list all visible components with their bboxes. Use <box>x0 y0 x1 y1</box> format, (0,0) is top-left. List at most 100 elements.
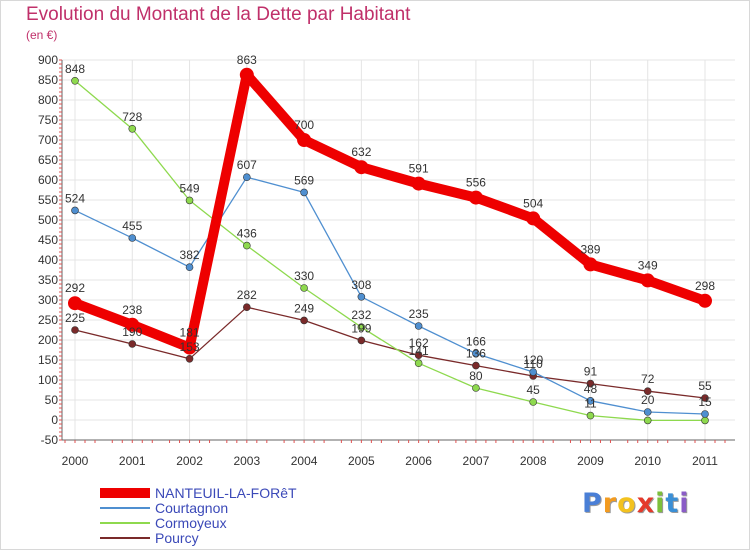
data-point <box>414 322 423 330</box>
x-tick-label: 2009 <box>577 454 604 468</box>
data-point <box>698 293 712 308</box>
data-label: 141 <box>409 344 429 358</box>
data-label: 389 <box>580 242 600 256</box>
data-point <box>354 160 369 175</box>
logo-letter: i <box>655 488 666 519</box>
data-label: 292 <box>65 281 85 295</box>
y-tick-label: 300 <box>38 293 58 307</box>
logo-letter: i <box>679 488 690 519</box>
data-label: 110 <box>524 357 543 371</box>
data-label: 569 <box>294 173 314 187</box>
data-point <box>357 323 366 332</box>
data-point <box>526 211 541 226</box>
y-tick-label: 450 <box>38 233 58 247</box>
data-point <box>300 316 308 325</box>
data-point <box>643 408 652 416</box>
data-label: 504 <box>523 196 543 210</box>
proxiti-logo: Proxiti <box>582 488 690 519</box>
data-label: 166 <box>466 335 486 349</box>
y-tick-label: 400 <box>38 253 58 267</box>
legend: NANTEUIL-LA-FORêT Courtagnon Cormoyeux Pour… <box>100 485 360 546</box>
y-tick-label: 850 <box>38 73 58 87</box>
logo-letter: P <box>582 488 603 519</box>
data-label: 591 <box>409 162 429 176</box>
data-point <box>414 359 423 368</box>
legend-swatch <box>100 507 150 509</box>
data-label: 72 <box>641 372 655 386</box>
data-point <box>243 173 251 181</box>
grid <box>62 59 735 441</box>
data-point <box>586 379 595 388</box>
data-point <box>71 206 79 215</box>
data-point <box>239 67 254 82</box>
data-label: 20 <box>641 393 655 407</box>
y-tick-label: 100 <box>38 373 58 387</box>
legend-item: Courtagnon <box>100 500 360 516</box>
legend-label: Courtagnon <box>155 500 229 516</box>
legend-swatch <box>100 522 150 524</box>
data-label: 45 <box>527 383 541 397</box>
legend-label: Pourcy <box>155 530 199 546</box>
y-tick-label: 700 <box>38 133 58 147</box>
y-tick-label: 0 <box>51 413 58 427</box>
data-point <box>357 336 366 345</box>
data-labels: 292 238 181 863 700 632 591 556 504 389 349 298 524 4… <box>65 53 715 411</box>
data-point <box>586 411 595 420</box>
data-point <box>243 303 251 312</box>
chart-title: Evolution du Montant de la Dette par Hab… <box>26 4 411 25</box>
legend-swatch <box>100 537 150 539</box>
data-point <box>701 410 709 418</box>
y-tick-label: 350 <box>38 273 58 287</box>
data-point <box>128 125 137 133</box>
y-tick-label: 50 <box>45 393 59 407</box>
data-point <box>472 361 480 370</box>
series-line-2 <box>74 80 706 422</box>
data-point <box>529 398 537 406</box>
data-point <box>71 77 79 85</box>
legend-label: NANTEUIL-LA-FORêT <box>155 485 297 501</box>
data-label: 232 <box>351 308 371 322</box>
data-point <box>414 351 423 360</box>
data-point <box>297 133 312 147</box>
x-tick-label: 2003 <box>233 454 260 468</box>
data-point <box>128 234 137 242</box>
data-point <box>68 296 82 311</box>
y-tick-label: 750 <box>38 113 58 127</box>
data-point <box>583 257 598 272</box>
data-label: 549 <box>180 181 200 195</box>
data-label: 298 <box>695 279 715 293</box>
x-tick-label: 2004 <box>291 454 318 468</box>
data-label: 863 <box>237 53 257 67</box>
x-tick-label: 2011 <box>692 454 718 468</box>
x-tick-label: 2010 <box>634 454 661 468</box>
series-line-1 <box>74 176 706 415</box>
series-layer <box>68 67 712 425</box>
legend-item: Cormoyeux <box>100 515 360 531</box>
data-point <box>472 384 480 392</box>
series-line-3 <box>74 306 706 399</box>
data-point <box>411 176 426 191</box>
data-point <box>586 396 595 405</box>
x-tick-label: 2008 <box>520 454 547 468</box>
data-label: 120 <box>523 353 543 367</box>
data-label: 848 <box>65 62 85 76</box>
data-label: 91 <box>584 365 598 379</box>
y-tick-label: -50 <box>41 433 59 447</box>
data-point <box>71 326 79 334</box>
data-label: 153 <box>180 340 200 354</box>
data-label: 80 <box>469 369 483 383</box>
data-point <box>185 196 194 205</box>
data-label: 607 <box>237 158 257 172</box>
data-point <box>185 263 194 272</box>
data-label: 181 <box>180 326 200 340</box>
axes: -50 0 50 100 150 200 250 300 350 400 450 500 550 600 6… <box>38 53 735 468</box>
data-label: 190 <box>122 325 142 339</box>
x-tick-label: 2000 <box>62 454 89 468</box>
data-point <box>300 284 308 292</box>
legend-label: Cormoyeux <box>155 515 227 531</box>
data-label: 700 <box>294 118 314 132</box>
data-label: 249 <box>294 301 314 315</box>
data-point <box>125 317 140 332</box>
data-label: 436 <box>237 227 257 241</box>
